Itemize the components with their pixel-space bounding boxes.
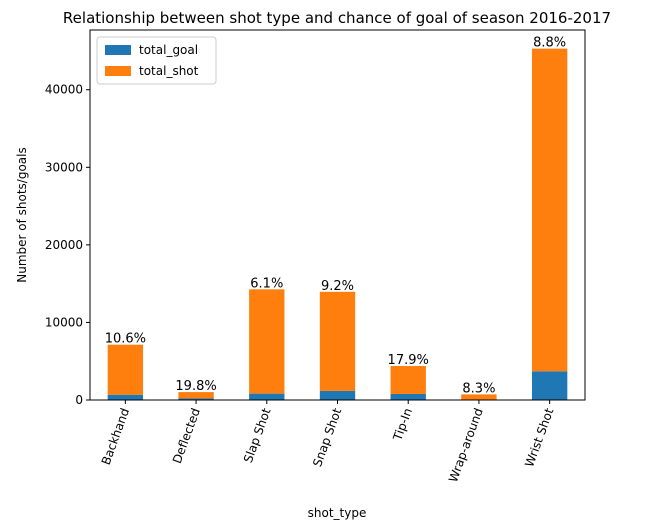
bar-annotation-snap-shot: 9.2%	[321, 279, 354, 294]
bar-total-goal-deflected	[178, 398, 214, 400]
x-tick-label-deflected: Deflected	[170, 406, 203, 465]
y-axis-label: Number of shots/goals	[15, 147, 29, 283]
legend-swatch-total-goal	[105, 45, 131, 55]
x-axis-label: shot_type	[308, 506, 367, 520]
bar-total-goal-tip-in	[390, 393, 426, 400]
bar-annotation-backhand: 10.6%	[105, 332, 146, 347]
chart-title: Relationship between shot type and chanc…	[63, 9, 611, 27]
legend-label-total-goal: total_goal	[139, 43, 198, 57]
bar-total-shot-slap-shot	[249, 289, 285, 394]
x-tick-label-snap-shot: Snap Shot	[310, 406, 344, 469]
bar-total-goal-slap-shot	[249, 393, 285, 400]
x-axis: Backhand Deflected Slap Shot Snap Shot Tip-I…	[99, 400, 557, 484]
bar-total-shot-backhand	[107, 344, 144, 395]
y-tick-label: 0	[75, 393, 83, 407]
x-tick-label-wrist-shot: Wrist Shot	[522, 406, 556, 469]
legend-swatch-total-shot	[105, 66, 131, 76]
bar-annotation-wrap-around: 8.3%	[462, 381, 495, 396]
legend-label-total-shot: total_shot	[139, 64, 199, 78]
bar-total-shot-snap-shot	[319, 291, 356, 391]
y-tick-label: 40000	[45, 83, 83, 97]
bar-annotation-deflected: 19.8%	[175, 379, 216, 394]
bars-layer	[107, 48, 568, 400]
plot-frame	[89, 29, 586, 401]
y-tick-label: 10000	[45, 315, 83, 329]
y-tick-label: 30000	[45, 160, 83, 174]
y-tick-label: 20000	[45, 238, 83, 252]
bar-labels-layer: 10.6% 19.8% 6.1% 9.2% 17.9% 8.3% 8.8%	[105, 36, 566, 397]
x-tick-label-backhand: Backhand	[99, 406, 132, 467]
bar-total-shot-tip-in	[390, 366, 426, 394]
y-axis: 0 10000 20000 30000 40000	[45, 83, 90, 407]
x-tick-label-wrap-around: Wrap-around	[446, 406, 486, 484]
legend: total_goal total_shot	[96, 36, 217, 85]
bar-total-goal-snap-shot	[319, 390, 356, 400]
bar-total-shot-deflected	[178, 392, 214, 399]
bar-total-goal-backhand	[107, 394, 144, 400]
bar-annotation-wrist-shot: 8.8%	[533, 36, 566, 51]
bar-annotation-tip-in: 17.9%	[388, 353, 429, 368]
x-tick-label-slap-shot: Slap Shot	[241, 406, 274, 465]
bar-total-goal-wrist-shot	[531, 371, 568, 400]
x-tick-label-tip-in: Tip-In	[390, 406, 415, 443]
bar-total-shot-wrist-shot	[531, 48, 568, 372]
bar-total-shot-wrap-around	[461, 394, 497, 400]
bar-annotation-slap-shot: 6.1%	[250, 276, 283, 291]
